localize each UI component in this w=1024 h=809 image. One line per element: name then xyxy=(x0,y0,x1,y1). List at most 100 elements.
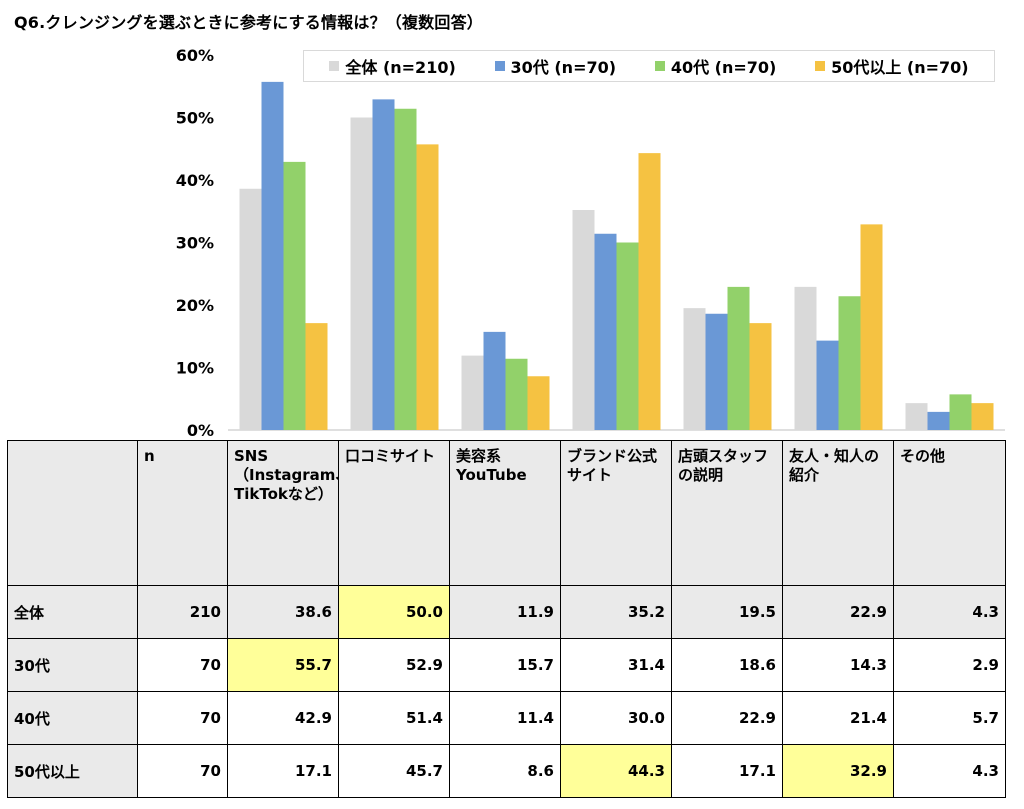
table-cell-value: 15.7 xyxy=(449,638,561,692)
y-tick-label: 0% xyxy=(187,421,214,440)
table-header-category: 口コミサイト xyxy=(338,440,450,586)
bar xyxy=(394,108,417,430)
data-table: nSNS（Instagram、TikTokなど）口コミサイト美容系YouTube… xyxy=(7,440,1006,798)
table-cell-n: 210 xyxy=(137,585,228,639)
table-row-label: 50代以上 xyxy=(7,744,138,798)
table-cell-value: 55.7 xyxy=(227,638,339,692)
legend-item: 40代 (n=70) xyxy=(654,54,777,78)
bar xyxy=(461,355,484,430)
table-cell-value: 11.4 xyxy=(449,691,561,745)
y-tick-label: 20% xyxy=(176,296,214,315)
bar xyxy=(727,286,750,430)
bar xyxy=(350,117,373,430)
table-cell-value: 31.4 xyxy=(560,638,672,692)
table-cell-value: 19.5 xyxy=(671,585,783,639)
legend-item: 30代 (n=70) xyxy=(494,54,617,78)
bar xyxy=(616,242,639,430)
table-cell-value: 50.0 xyxy=(338,585,450,639)
bar xyxy=(527,376,550,430)
table-cell-n: 70 xyxy=(137,638,228,692)
y-tick-label: 50% xyxy=(176,109,214,128)
table-cell-value: 4.3 xyxy=(893,744,1006,798)
legend-swatch xyxy=(494,61,505,71)
bar xyxy=(372,99,395,430)
table-cell-value: 22.9 xyxy=(671,691,783,745)
bar xyxy=(949,394,972,430)
table-cell-value: 51.4 xyxy=(338,691,450,745)
table-cell-value: 17.1 xyxy=(671,744,783,798)
table-cell-value: 18.6 xyxy=(671,638,783,692)
table-row: 50代以上 70 17.1 45.7 8.6 44.3 17.1 32.9 4.3 xyxy=(7,744,1006,798)
y-tick-label: 40% xyxy=(176,171,214,190)
table-row-label: 40代 xyxy=(7,691,138,745)
bar xyxy=(239,188,262,430)
table-row: 全体 210 38.6 50.0 11.9 35.2 19.5 22.9 4.3 xyxy=(7,585,1006,639)
bar xyxy=(638,153,661,430)
table-header-category: SNS（Instagram、TikTokなど） xyxy=(227,440,339,586)
bar xyxy=(794,286,817,430)
chart-title: Q6.クレンジングを選ぶときに参考にする情報は？（複数回答） xyxy=(14,13,483,32)
bar xyxy=(594,233,617,430)
table-header-category: 店頭スタッフの説明 xyxy=(671,440,783,586)
table-cell-value: 45.7 xyxy=(338,744,450,798)
bar xyxy=(416,144,439,430)
table-cell-value: 5.7 xyxy=(893,691,1006,745)
table-cell-value: 17.1 xyxy=(227,744,339,798)
bar xyxy=(927,411,950,430)
bar xyxy=(971,403,994,430)
bar xyxy=(705,313,728,430)
table-header-n: n xyxy=(137,440,228,586)
table-corner-cell xyxy=(7,440,138,586)
bar xyxy=(483,331,506,430)
bar xyxy=(749,323,772,430)
table-header-category: 友人・知人の紹介 xyxy=(782,440,894,586)
legend-label: 30代 (n=70) xyxy=(510,58,617,77)
table-header-category: ブランド公式サイト xyxy=(560,440,672,586)
legend-swatch xyxy=(654,61,665,71)
table-header-category: その他 xyxy=(893,440,1006,586)
table-cell-value: 11.9 xyxy=(449,585,561,639)
y-tick-label: 30% xyxy=(176,234,214,253)
bar xyxy=(860,224,883,430)
legend-item: 50代以上 (n=70) xyxy=(815,54,969,78)
table-cell-value: 22.9 xyxy=(782,585,894,639)
y-tick-label: 60% xyxy=(176,46,214,65)
table-cell-value: 35.2 xyxy=(560,585,672,639)
table-cell-value: 44.3 xyxy=(560,744,672,798)
table-row-label: 30代 xyxy=(7,638,138,692)
bar xyxy=(261,81,284,430)
table-cell-value: 52.9 xyxy=(338,638,450,692)
table-cell-value: 14.3 xyxy=(782,638,894,692)
bar xyxy=(505,358,528,430)
table-cell-n: 70 xyxy=(137,744,228,798)
legend-label: 50代以上 (n=70) xyxy=(831,58,969,77)
legend: 全体 (n=210) 30代 (n=70) 40代 (n=70) 50代以上 (n=7… xyxy=(303,50,995,82)
table-cell-value: 42.9 xyxy=(227,691,339,745)
y-tick-label: 10% xyxy=(176,359,214,378)
table-cell-value: 8.6 xyxy=(449,744,561,798)
bar xyxy=(305,323,328,430)
table-cell-value: 4.3 xyxy=(893,585,1006,639)
legend-swatch xyxy=(815,61,826,71)
bar xyxy=(683,308,706,430)
legend-swatch xyxy=(329,61,340,71)
bar xyxy=(905,403,928,430)
table-row: 40代 70 42.9 51.4 11.4 30.0 22.9 21.4 5.7 xyxy=(7,691,1006,745)
bar xyxy=(816,340,839,430)
table-row: 30代 70 55.7 52.9 15.7 31.4 18.6 14.3 2.9 xyxy=(7,638,1006,692)
legend-label: 40代 (n=70) xyxy=(670,58,777,77)
table-header-category: 美容系YouTube xyxy=(449,440,561,586)
table-row-label: 全体 xyxy=(7,585,138,639)
bar xyxy=(838,296,861,430)
table-cell-value: 21.4 xyxy=(782,691,894,745)
table-cell-value: 38.6 xyxy=(227,585,339,639)
legend-item: 全体 (n=210) xyxy=(329,54,456,78)
bar-chart: 0% 10% 20% 30% 40% 50% 60% xyxy=(176,46,1005,440)
table-cell-value: 32.9 xyxy=(782,744,894,798)
table-header-row: nSNS（Instagram、TikTokなど）口コミサイト美容系YouTube… xyxy=(7,440,1006,586)
bar xyxy=(572,210,595,430)
table-cell-value: 30.0 xyxy=(560,691,672,745)
legend-label: 全体 (n=210) xyxy=(345,58,456,77)
table-cell-n: 70 xyxy=(137,691,228,745)
bar xyxy=(283,161,306,430)
